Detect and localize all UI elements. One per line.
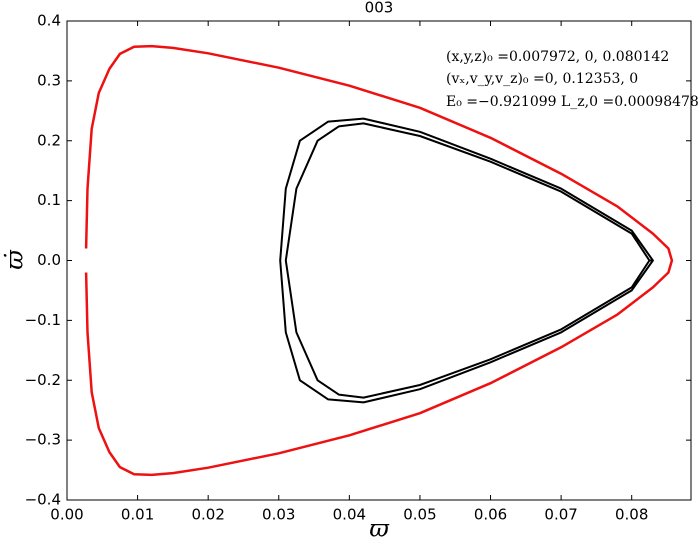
y-tick-label: 0.0 — [37, 251, 61, 269]
y-tick-label: 0.1 — [37, 191, 61, 209]
x-tick-label: 0.00 — [50, 506, 83, 524]
annotation: (x,y,z)₀ =0.007972, 0, 0.080142 — [446, 49, 669, 65]
y-tick-label: 0.2 — [37, 131, 61, 149]
x-tick-label: 0.04 — [333, 506, 366, 524]
data-line — [279, 117, 654, 404]
x-tick-label: 0.05 — [403, 506, 436, 524]
chart-title: 003 — [365, 0, 394, 17]
plot-frame — [66, 20, 692, 501]
x-tick-label: 0.08 — [615, 506, 648, 524]
x-tick-label: 0.07 — [544, 506, 577, 524]
y-tick-label: 0.4 — [37, 12, 61, 30]
y-tick-label: 0.3 — [37, 71, 61, 89]
x-tick-label: 0.03 — [262, 506, 295, 524]
annotation: (vₓ,v_y,v_z)₀ =0, 0.12353, 0 — [446, 71, 638, 87]
annotation: E₀ =−0.921099 L_z,0 =0.000984781 — [446, 94, 699, 110]
x-axis-label: ϖ — [369, 515, 390, 540]
y-tick-label: −0.1 — [25, 311, 61, 329]
y-axis-label: ϖ̇ — [1, 249, 29, 270]
x-tick-label: 0.01 — [121, 506, 154, 524]
data-line — [84, 44, 674, 477]
y-tick-label: −0.2 — [25, 371, 61, 389]
y-tick-label: −0.4 — [25, 491, 61, 509]
x-tick-label: 0.06 — [474, 506, 507, 524]
y-tick-label: −0.3 — [25, 431, 61, 449]
x-tick-label: 0.02 — [191, 506, 224, 524]
